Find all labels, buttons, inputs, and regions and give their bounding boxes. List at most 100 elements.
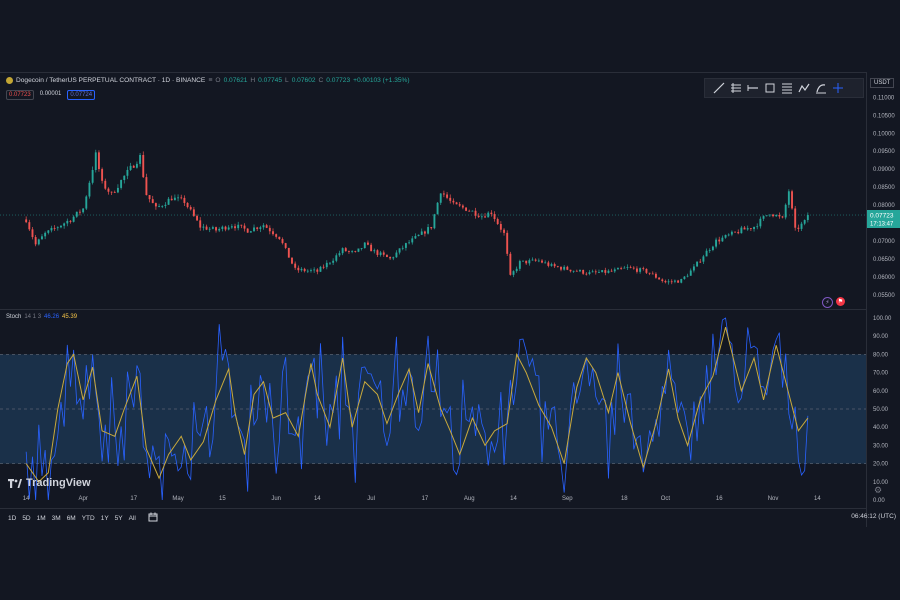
candle[interactable] [781,215,784,219]
candle[interactable] [604,267,607,276]
candle[interactable] [468,209,471,212]
candle[interactable] [544,260,547,264]
candle[interactable] [291,257,293,265]
buy-price-badge[interactable]: 0.07724 [67,90,96,100]
candle[interactable] [63,222,66,229]
candle[interactable] [531,257,534,261]
candle[interactable] [148,195,151,203]
candle[interactable] [721,235,724,242]
candle[interactable] [632,266,635,270]
candle[interactable] [759,216,762,229]
candle[interactable] [82,208,85,214]
candle[interactable] [101,167,104,184]
fib-icon[interactable] [779,81,794,96]
candle[interactable] [658,276,661,280]
timeframe-1d[interactable]: 1D [8,514,17,522]
symbol-title[interactable]: Dogecoin / TetherUS PERPETUAL CONTRACT ·… [16,77,206,84]
candle[interactable] [44,231,47,240]
candle[interactable] [452,198,455,205]
timeframe-3m[interactable]: 3M [51,514,61,522]
candle[interactable] [689,268,692,276]
candle[interactable] [170,195,173,201]
candle[interactable] [319,265,322,272]
candle[interactable] [246,228,249,233]
candle[interactable] [791,189,793,210]
candle[interactable] [335,253,338,263]
candle[interactable] [765,215,768,217]
candle[interactable] [537,258,540,263]
candle[interactable] [806,212,809,223]
candle[interactable] [398,248,401,255]
candles[interactable] [25,149,809,285]
candle[interactable] [411,236,414,245]
tradingview-logo[interactable]: TradingView [8,477,91,489]
candle[interactable] [237,221,240,231]
candle[interactable] [142,151,145,179]
candle[interactable] [534,258,537,262]
candle[interactable] [360,247,363,251]
candle[interactable] [490,210,493,217]
timeframe-5d[interactable]: 5D [22,514,31,522]
candle[interactable] [749,227,752,232]
candle[interactable] [161,205,164,209]
candle[interactable] [518,259,521,271]
candle[interactable] [506,230,509,256]
candle[interactable] [135,161,138,169]
candle[interactable] [47,230,50,235]
candle[interactable] [673,279,676,284]
candle[interactable] [25,216,28,224]
candle[interactable] [756,223,759,230]
candle[interactable] [240,224,243,229]
candle[interactable] [442,190,445,198]
candle[interactable] [670,279,673,285]
candle[interactable] [746,225,749,231]
candle[interactable] [743,225,746,230]
trend-line-icon[interactable] [711,81,726,96]
candle[interactable] [120,179,123,190]
candle[interactable] [132,164,135,169]
candle[interactable] [598,269,600,273]
candle[interactable] [607,269,610,274]
candle[interactable] [458,202,461,208]
candle[interactable] [594,269,597,275]
candle[interactable] [772,213,774,218]
candle[interactable] [41,234,43,240]
candle[interactable] [28,219,31,232]
candle[interactable] [455,201,458,205]
date-range-icon[interactable] [148,512,158,524]
candle[interactable] [69,220,72,224]
candle[interactable] [797,224,800,232]
candle[interactable] [385,254,388,258]
candle[interactable] [439,193,442,205]
candle[interactable] [645,268,648,274]
candle[interactable] [224,225,227,232]
currency-selector[interactable]: USDT [870,78,895,88]
candle[interactable] [572,270,575,273]
candle[interactable] [778,212,781,219]
candle[interactable] [503,228,505,236]
sell-price-badge[interactable]: 0.07723 [6,90,34,100]
timeframe-1m[interactable]: 1M [36,514,46,522]
candle[interactable] [94,149,97,173]
candle[interactable] [66,218,69,227]
settings-gear-icon[interactable]: ⚙ [874,485,883,495]
candle[interactable] [218,227,221,233]
candle[interactable] [499,221,502,233]
candle[interactable] [306,269,309,274]
candle[interactable] [300,267,303,272]
candle[interactable] [341,247,344,256]
candle[interactable] [636,266,638,274]
candle[interactable] [145,173,148,196]
candle[interactable] [715,237,718,249]
candle[interactable] [696,261,699,267]
candle[interactable] [126,166,129,180]
candle[interactable] [528,258,531,266]
candle[interactable] [484,213,486,219]
candle[interactable] [50,225,53,233]
lightning-event-icon[interactable]: ⚡ [822,297,833,308]
stoch-panel[interactable] [0,317,866,501]
candle[interactable] [427,224,430,235]
candle[interactable] [107,187,110,195]
candle[interactable] [234,223,236,231]
candle[interactable] [154,202,157,210]
